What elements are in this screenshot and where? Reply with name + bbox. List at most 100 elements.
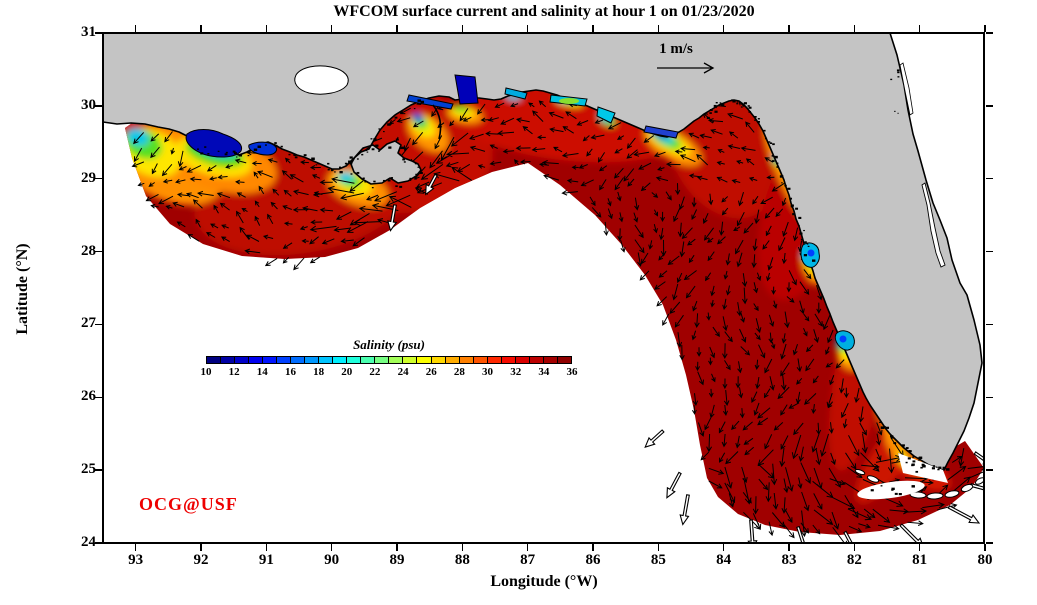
colorbar-segment: [361, 357, 376, 363]
tick-mark: [722, 544, 725, 551]
tick-mark: [918, 25, 921, 32]
colorbar-tick-label: 26: [425, 366, 437, 378]
colorbar-tick-labels: 10 12 14 16 18 20 22 24 26 28 30 32 34 36: [201, 366, 578, 380]
tick-mark: [918, 544, 921, 551]
tick-mark: [461, 25, 464, 32]
colorbar-segment: [389, 357, 404, 363]
plot-title: WFCOM surface current and salinity at ho…: [333, 3, 755, 20]
charlotte-harbor-core: [839, 335, 847, 343]
dry-tortugas-shallows: [857, 480, 925, 500]
colorbar-segment: [263, 357, 278, 363]
colorbar-segment: [417, 357, 432, 363]
tick-mark: [134, 544, 137, 551]
tick-mark: [657, 25, 660, 32]
colorbar-tick-label: 12: [228, 366, 240, 378]
tick-mark: [853, 544, 856, 551]
x-tick-label: 88: [454, 552, 470, 568]
x-tick-label: 93: [128, 552, 144, 568]
tick-mark: [396, 544, 398, 551]
colorbar-segment: [557, 357, 571, 363]
vector-scale-arrow: [657, 62, 715, 74]
colorbar-segment: [403, 357, 418, 363]
y-tick-label: 24: [81, 534, 96, 550]
tick-mark: [200, 544, 202, 551]
choctawhatchee-plume: [559, 98, 579, 104]
mississippi-sound: [406, 94, 454, 110]
colorbar-tick-label: 36: [566, 366, 578, 378]
y-axis-label: Latitude (°N): [14, 243, 31, 335]
tick-mark: [134, 25, 137, 32]
apalachicola-bay: [643, 125, 679, 139]
colorbar-tick-label: 24: [397, 366, 409, 378]
x-tick-label: 81: [912, 552, 928, 568]
y-tick-label: 26: [81, 388, 96, 405]
tick-mark: [986, 323, 993, 326]
coastal-marsh-specks: [196, 69, 950, 496]
tick-mark: [200, 25, 202, 32]
tick-mark: [592, 25, 594, 32]
tick-mark: [265, 25, 268, 32]
florida-bay-shallows: [898, 453, 948, 483]
y-tick-label: 25: [81, 461, 96, 478]
y-tick-label: 27: [81, 315, 96, 332]
tick-mark: [986, 250, 993, 253]
x-tick-label: 86: [585, 552, 601, 568]
tick-mark: [95, 250, 102, 253]
colorbar-gradient: [206, 356, 572, 364]
tick-mark: [95, 32, 102, 34]
tick-mark: [526, 544, 529, 551]
tick-mark: [986, 177, 993, 180]
tick-mark: [657, 544, 660, 551]
colorbar-tick-label: 30: [482, 366, 494, 378]
watermark-text: OCG@USF: [139, 494, 238, 514]
x-tick-label: 91: [258, 552, 274, 568]
lake-pontchartrain: [294, 65, 349, 95]
colorbar-segment: [319, 357, 334, 363]
colorbar-segment: [445, 357, 460, 363]
tick-mark: [330, 25, 333, 32]
colorbar-segment: [543, 357, 558, 363]
tick-mark: [853, 25, 856, 32]
tick-mark: [984, 544, 986, 551]
colorbar-tick-label: 28: [453, 366, 465, 378]
tick-mark: [95, 542, 102, 544]
colorbar-tick-label: 14: [256, 366, 268, 378]
tick-mark: [986, 105, 993, 107]
colorbar-tick-label: 16: [284, 366, 296, 378]
colorbar: Salinity (psu) 10 12 14 16 18 20 22 24 26 28 30 32 3…: [201, 337, 578, 380]
x-tick-label: 92: [193, 552, 209, 568]
y-tick-label: 31: [81, 24, 96, 40]
x-axis-label: Longitude (°W): [490, 573, 598, 590]
vector-scale-label: 1 m/s: [659, 41, 693, 57]
x-tick-label: 82: [846, 552, 862, 568]
tick-mark: [95, 105, 102, 107]
colorbar-segment: [249, 357, 264, 363]
colorbar-tick-label: 34: [538, 366, 550, 378]
x-tick-label: 90: [324, 552, 340, 568]
tampa-bay-core: [807, 249, 815, 257]
gulf-of-mexico-map: [103, 33, 985, 543]
current-vector-arrows: [131, 95, 985, 543]
tick-mark: [986, 542, 993, 544]
x-tick-label: 89: [389, 552, 405, 568]
st-andrew-bay: [596, 106, 616, 124]
colorbar-segment: [291, 357, 306, 363]
colorbar-segment: [207, 357, 222, 363]
colorbar-segment: [529, 357, 544, 363]
y-tick-label: 29: [81, 169, 96, 186]
tick-mark: [526, 25, 529, 32]
tick-mark: [461, 544, 464, 551]
open-boundary-arrows: [387, 173, 985, 543]
tick-mark: [986, 396, 993, 399]
tick-mark: [396, 25, 398, 32]
y-tick-label: 28: [81, 242, 96, 259]
tick-mark: [95, 323, 102, 326]
tick-mark: [986, 469, 993, 471]
colorbar-segment: [375, 357, 390, 363]
axes-frame: [102, 32, 985, 544]
colorbar-tick-label: 10: [200, 366, 212, 378]
barrier-islands-and-keys: [196, 62, 985, 500]
colorbar-tick-label: 32: [510, 366, 522, 378]
colorbar-segment: [473, 357, 488, 363]
